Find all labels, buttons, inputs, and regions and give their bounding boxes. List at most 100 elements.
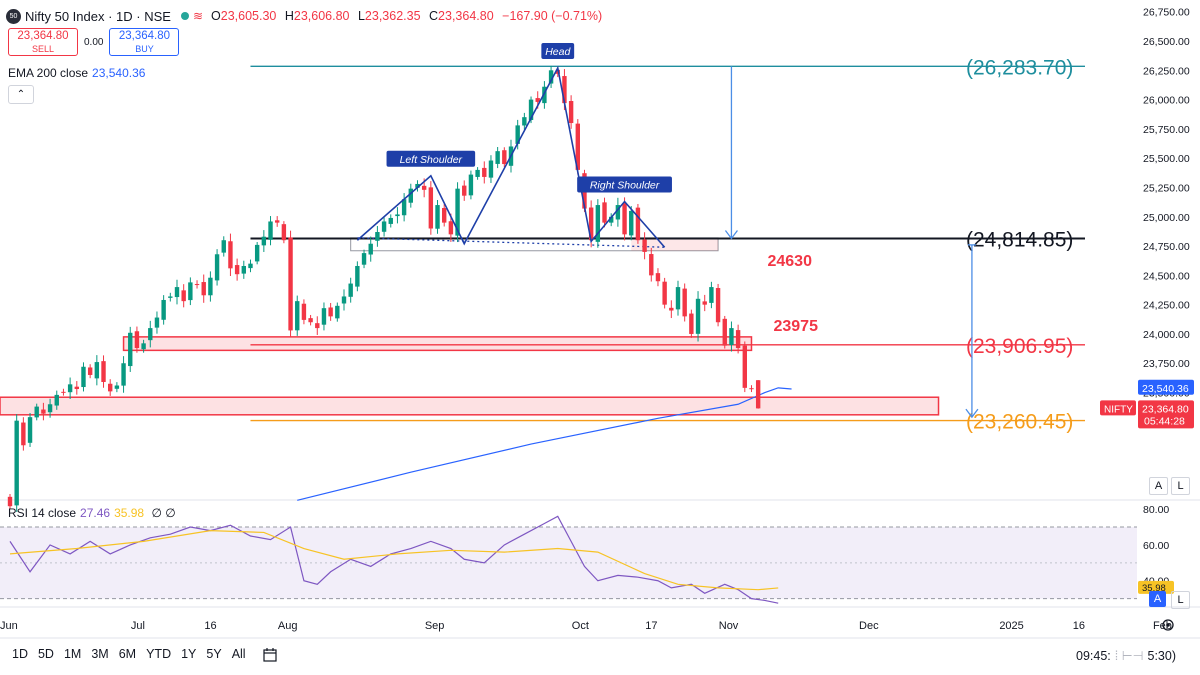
rsi-band-fill: [0, 527, 1137, 599]
candle-body: [281, 224, 287, 241]
rsi-ma-tag: 35.98: [1142, 583, 1166, 594]
rsi-line: [9, 515, 779, 604]
price-tick-label: 26,000.00: [1143, 95, 1190, 107]
timeframe-3m[interactable]: 3M: [91, 647, 109, 661]
symbol-title[interactable]: Nifty 50 Index · 1D · NSE: [25, 8, 171, 24]
candle-body: [14, 420, 19, 506]
candle-body: [214, 254, 220, 281]
target-arrowhead: [965, 408, 979, 419]
rsi-tick-label: 80.00: [1143, 504, 1169, 516]
candle-body: [388, 217, 393, 224]
candle-body: [368, 243, 373, 255]
rsi-ma-tag-bg: [1138, 580, 1174, 594]
candle-body: [682, 288, 687, 317]
ohlc-readout: O23,605.30 H23,606.80 L23,362.35 C23,364…: [211, 9, 603, 23]
price-tick-label: 25,500.00: [1143, 153, 1190, 165]
candle-body: [101, 361, 106, 382]
candle-body: [629, 210, 634, 236]
time-axis-label: 16: [1073, 620, 1085, 632]
timeframe-all[interactable]: All: [231, 647, 246, 661]
market-status-icon: [180, 12, 189, 20]
candle-body: [642, 239, 647, 252]
candle-body: [695, 298, 701, 334]
price-tick-label: 25,000.00: [1143, 212, 1190, 224]
rsi-auto-scale-button[interactable]: A: [1149, 591, 1166, 607]
symbol-tag: NIFTY: [1104, 404, 1133, 415]
candle-body: [649, 254, 654, 276]
candle-body: [148, 328, 153, 341]
time-axis-label: Sep: [425, 620, 445, 632]
candle-body: [562, 76, 567, 104]
candle-body: [361, 253, 367, 265]
time-axis-label: Nov: [719, 620, 739, 632]
candle-body: [421, 185, 427, 190]
candle-body: [568, 101, 574, 124]
candle-body: [21, 422, 26, 446]
candle-body: [448, 221, 454, 235]
sell-button[interactable]: 23,364.80 SELL: [8, 28, 78, 56]
candle-body: [268, 221, 273, 240]
ema-legend[interactable]: EMA 200 close 23,540.36: [8, 66, 146, 80]
buy-button[interactable]: 23,364.80 BUY: [109, 28, 180, 56]
candle-body: [689, 313, 694, 334]
candle-body: [535, 98, 540, 102]
candle-body: [288, 237, 293, 331]
candle-body: [241, 265, 246, 274]
candle-body: [61, 391, 66, 393]
price-tick-label: 26,750.00: [1143, 7, 1190, 19]
log-scale-button[interactable]: L: [1171, 477, 1190, 495]
auto-scale-button[interactable]: A: [1149, 477, 1168, 495]
candle-body: [709, 287, 714, 303]
candle-body: [455, 188, 460, 236]
candle-body: [108, 383, 113, 392]
candle-body: [742, 345, 747, 388]
timeframe-1y[interactable]: 1Y: [181, 647, 197, 661]
candle-body: [321, 308, 327, 325]
candle-body: [208, 277, 213, 296]
timeframe-5y[interactable]: 5Y: [206, 647, 222, 661]
right-shoulder-label-bg: [577, 176, 672, 193]
candle-body: [261, 236, 267, 246]
chevron-up-icon[interactable]: ⌃: [8, 85, 34, 104]
candle-body: [548, 70, 554, 84]
candle-body: [415, 183, 420, 188]
candle-body: [528, 99, 534, 120]
candle-body: [134, 331, 140, 349]
time-axis-label: Aug: [278, 620, 298, 632]
timeframe-ytd[interactable]: YTD: [146, 647, 172, 661]
candle-body: [194, 284, 200, 286]
gear-icon-center: [1166, 623, 1170, 627]
clock-readout[interactable]: 09:45: ⁞ ⊢⊣ 5:30): [1076, 649, 1176, 663]
candle-body: [515, 125, 520, 144]
timeframe-1m[interactable]: 1M: [63, 647, 82, 661]
gear-icon: [1162, 619, 1174, 631]
candle-body: [588, 207, 594, 241]
time-axis-label: 2025: [999, 620, 1023, 632]
rsi-legend[interactable]: RSI 14 close 27.46 35.98 ∅ ∅: [8, 506, 176, 520]
chart-type-icon[interactable]: ≋: [192, 9, 204, 23]
candle-body: [602, 202, 607, 223]
right-shoulder-label: Right Shoulder: [590, 180, 660, 192]
candle-body: [462, 185, 467, 196]
price-tick-label: 26,500.00: [1143, 36, 1190, 48]
candle-body: [635, 207, 641, 241]
candle-body: [542, 86, 547, 104]
timeframe-1d[interactable]: 1D: [12, 647, 28, 661]
timeframe-5d[interactable]: 5D: [37, 647, 54, 661]
candle-body: [94, 362, 100, 379]
symbol-logo: 50: [6, 8, 21, 24]
candle-body: [675, 287, 681, 310]
compare-icon[interactable]: [262, 647, 280, 663]
candle-body: [408, 188, 413, 203]
candle-body: [655, 273, 661, 282]
price-tick-label: 25,250.00: [1143, 182, 1190, 194]
target-arrowhead: [724, 230, 738, 240]
candle-body: [234, 265, 240, 275]
rsi-log-scale-button[interactable]: L: [1171, 591, 1190, 609]
timeframe-6m[interactable]: 6M: [118, 647, 137, 661]
zone-label: 23975: [773, 318, 818, 335]
candle-body: [488, 160, 494, 178]
trade-panel: 23,364.80 SELL 0.00 23,364.80 BUY: [8, 28, 180, 56]
spread-value: 0.00: [84, 36, 104, 48]
